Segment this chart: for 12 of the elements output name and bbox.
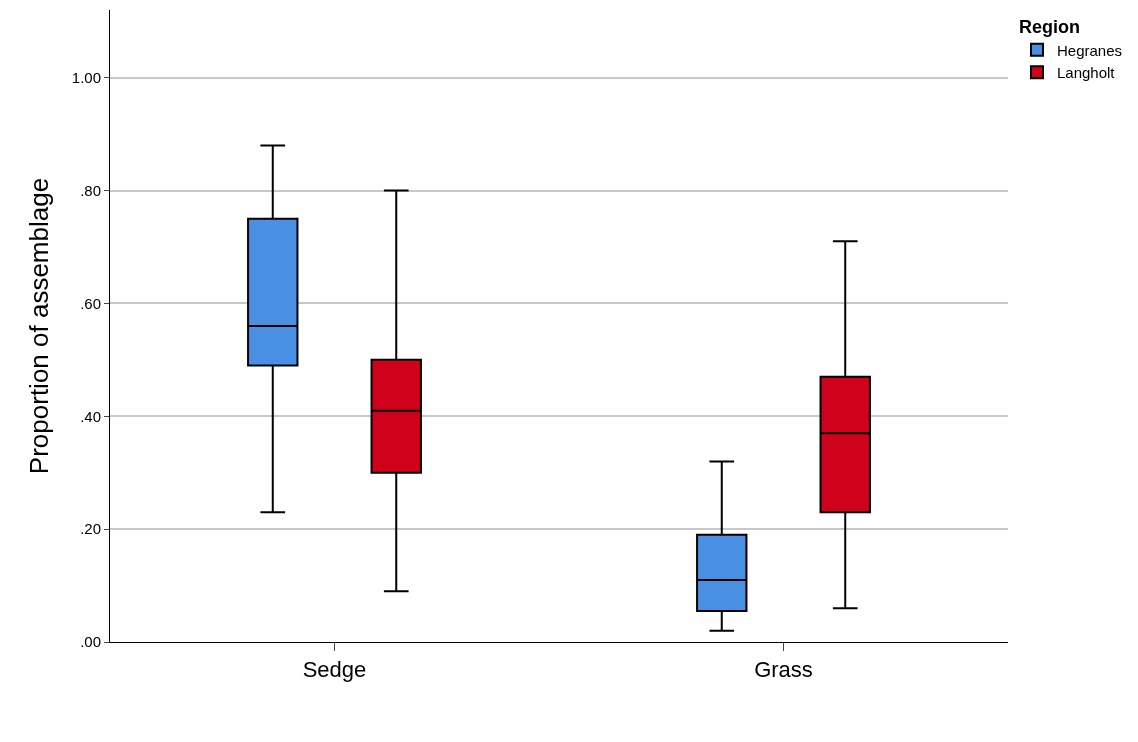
y-tick-label: .80 [80, 181, 101, 199]
y-tick-label: .00 [80, 633, 101, 651]
legend-label: Hegranes [1056, 41, 1123, 59]
y-tick-label: .60 [80, 294, 101, 312]
y-tick-label: .40 [80, 407, 101, 425]
legend-label: Langholt [1056, 64, 1116, 81]
x-tick-label: Sedge [302, 657, 367, 683]
y-tick-label: .20 [80, 520, 101, 538]
y-axis-title: Proportion of assemblage [24, 177, 54, 475]
x-tick-label: Grass [754, 657, 813, 683]
legend-title: Region [1018, 17, 1080, 38]
y-tick-label: 1.00 [71, 68, 101, 86]
